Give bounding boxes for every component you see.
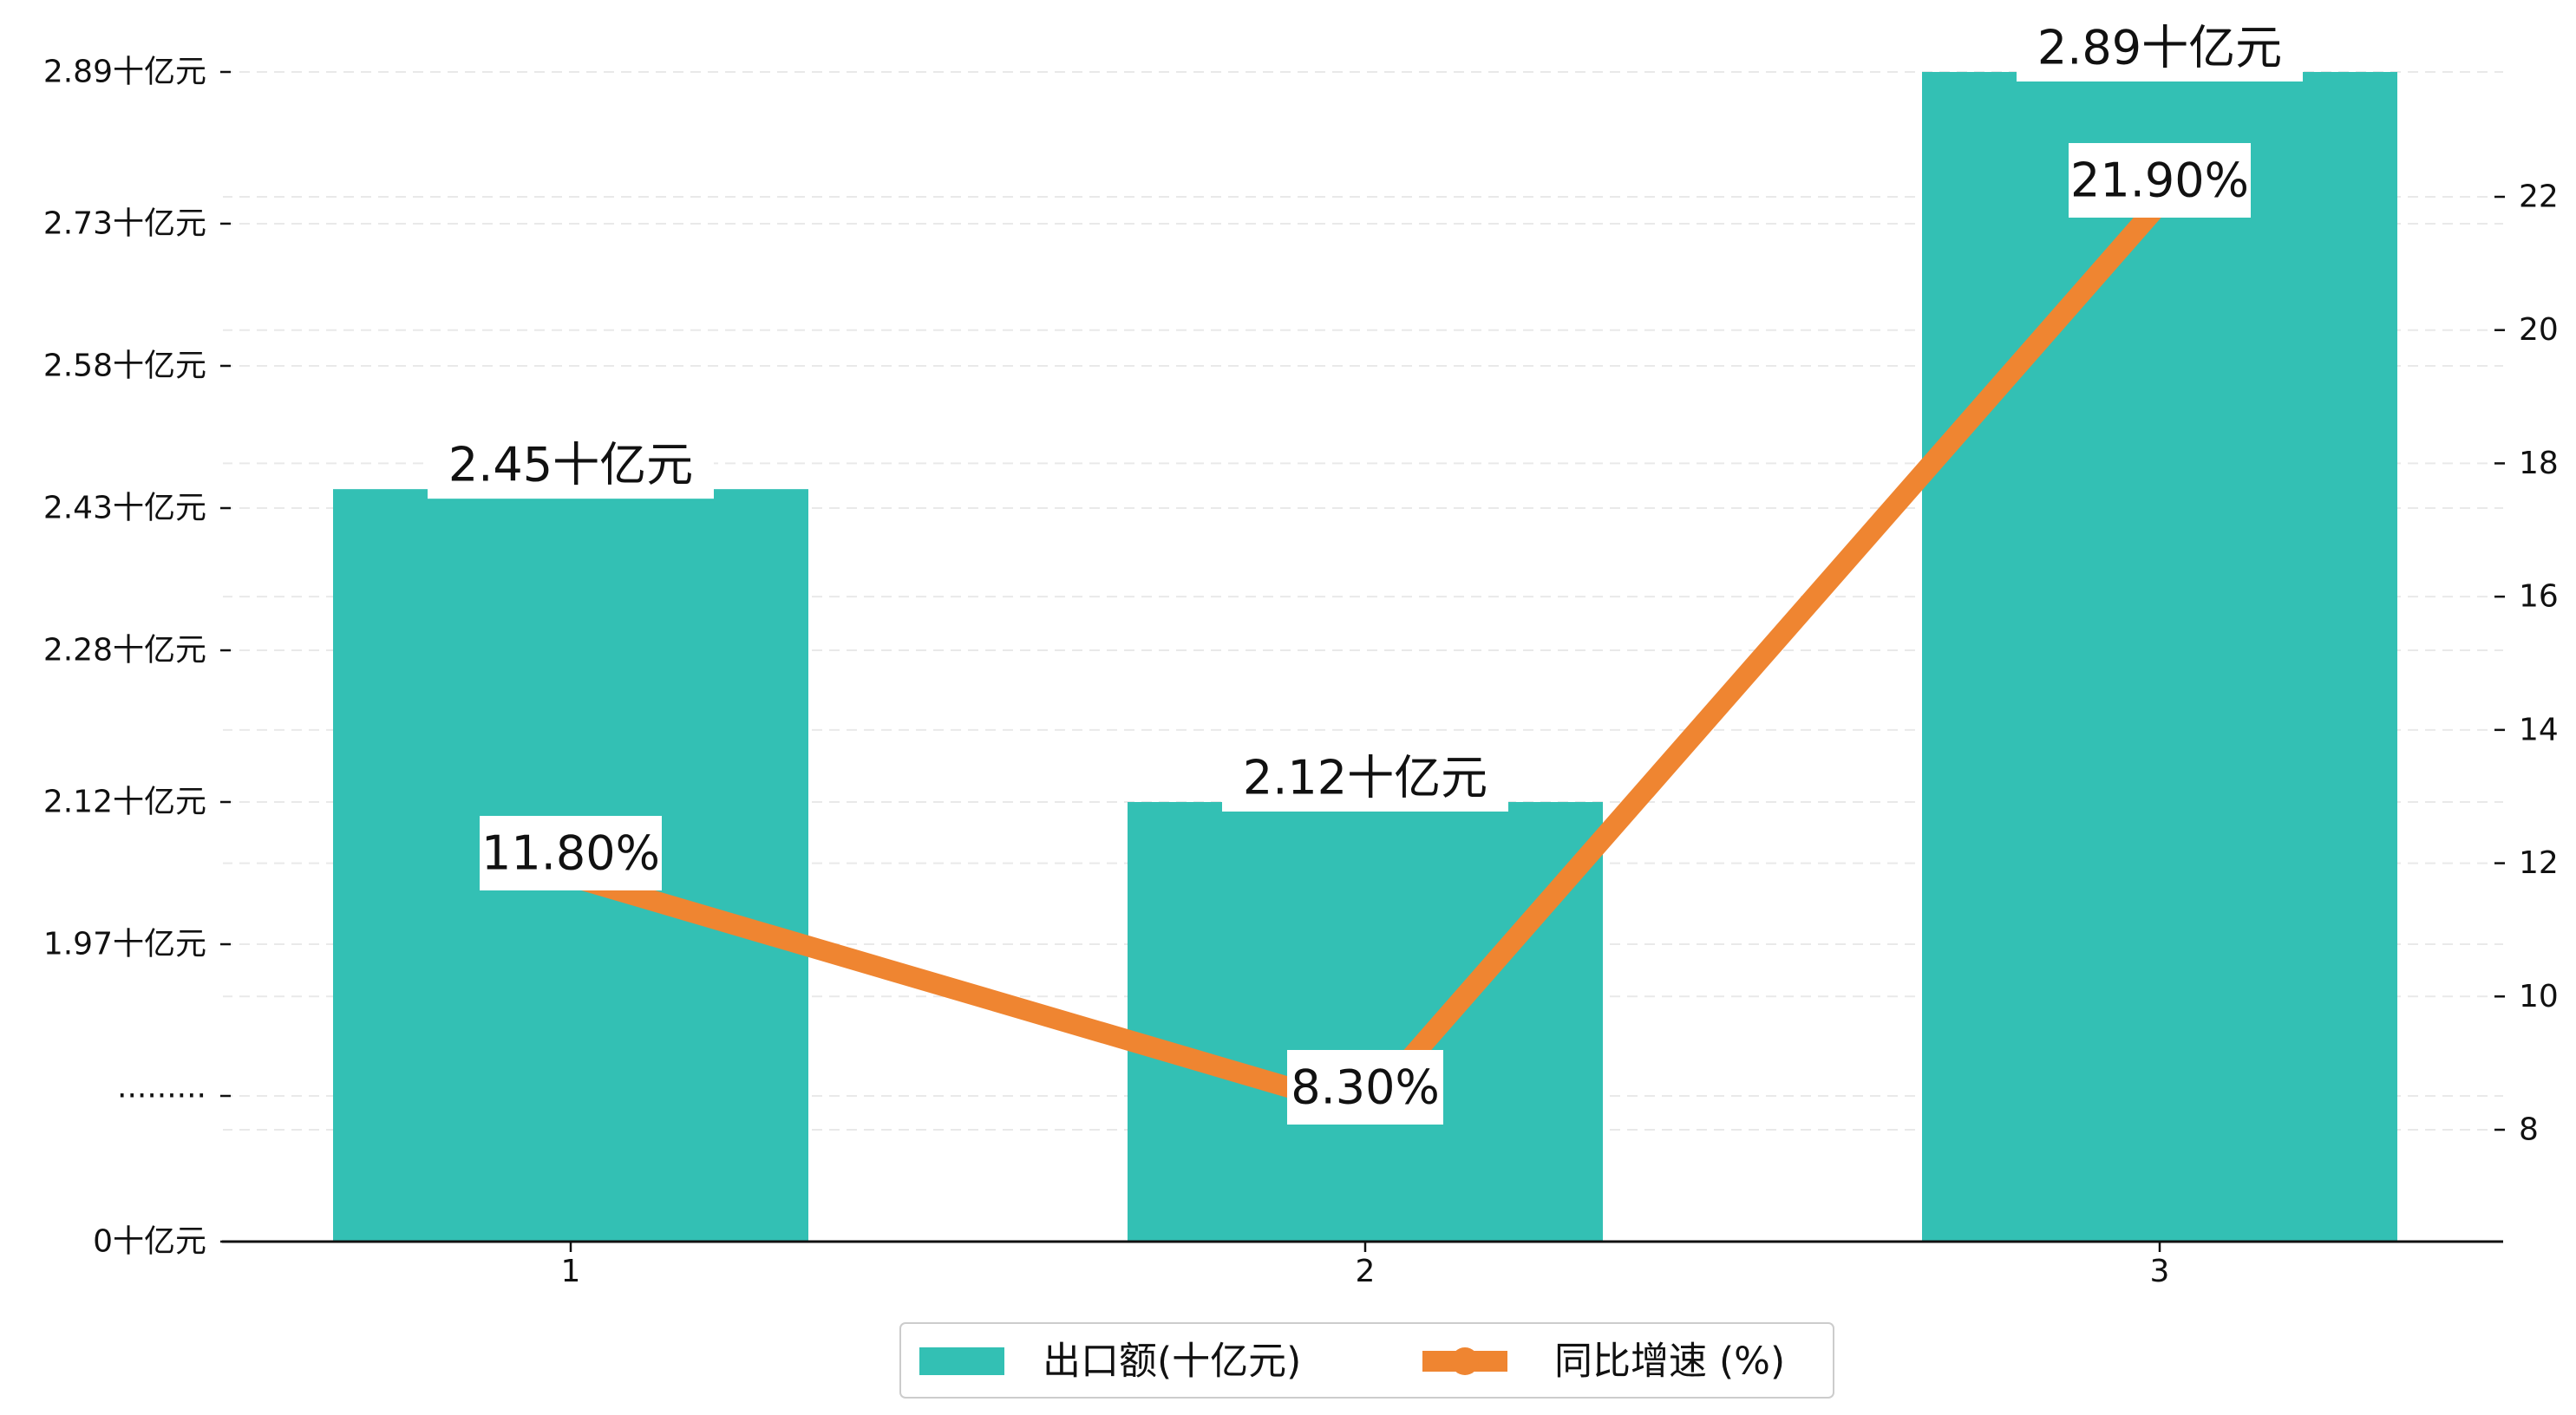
legend: 出口额(十亿元) 同比增速 (%)	[899, 1322, 1834, 1399]
y-left-tick-label: 2.89十亿元	[43, 55, 206, 90]
y-left-tick-label: ·········	[117, 1079, 206, 1114]
growth-value-label: 11.80%	[481, 826, 660, 881]
y-left-tick-label: 1.97十亿元	[43, 927, 206, 962]
y-right-tick-label: 20	[2519, 312, 2559, 348]
growth-value-label-box	[1287, 1050, 1443, 1125]
y-right-tick-label: 22	[2519, 179, 2559, 215]
y-right-tick-label: 8	[2519, 1112, 2539, 1148]
x-tick-label: 2	[1356, 1254, 1376, 1289]
growth-value-label: 21.90%	[2070, 153, 2249, 208]
y-right-tick-label: 16	[2519, 579, 2559, 615]
y-right-tick-label: 18	[2519, 446, 2559, 481]
bar-value-label-box	[1222, 744, 1508, 812]
legend-swatch-marker	[1451, 1347, 1479, 1375]
bar-value-label-box	[2017, 14, 2303, 82]
bar-value-label: 2.89十亿元	[2037, 21, 2282, 75]
x-tick-label: 1	[561, 1254, 581, 1289]
y-left-tick-label: 2.43十亿元	[43, 491, 206, 526]
y-right-tick-label: 12	[2519, 845, 2559, 881]
bar-value-label-box	[428, 431, 714, 499]
bar-value-label: 2.45十亿元	[448, 438, 693, 492]
x-tick-label: 3	[2150, 1254, 2170, 1289]
legend-label-bar: 出口额(十亿元)	[1043, 1340, 1301, 1384]
bar-value-label: 2.12十亿元	[1243, 751, 1487, 805]
y-left-tick-label: 2.12十亿元	[43, 785, 206, 820]
legend-box	[899, 1322, 1834, 1399]
y-left-tick-label: 2.58十亿元	[43, 348, 206, 383]
bar	[1922, 72, 2397, 1242]
growth-value-label-box	[480, 816, 662, 890]
legend-label-line: 同比增速 (%)	[1554, 1340, 1785, 1384]
y-left-tick-label: 2.73十亿元	[43, 205, 206, 241]
legend-swatch-bar	[919, 1347, 1004, 1375]
data-labels: 2.45十亿元 2.12十亿元 2.89十亿元 11.80% 8.30% 21.90%	[428, 14, 2303, 1125]
growth-value-label-box	[2069, 143, 2251, 218]
y-right-tick-label: 14	[2519, 712, 2559, 747]
y-right-tick-label: 10	[2519, 979, 2559, 1014]
growth-value-label: 8.30%	[1291, 1060, 1440, 1115]
axes: 0十亿元 ········· 1.97十亿元 2.12十亿元 2.28十亿元 2.43十亿…	[43, 35, 2559, 1289]
bar-series	[333, 72, 2397, 1242]
y-left-tick-label: 0十亿元	[93, 1224, 206, 1260]
bar	[1128, 802, 1603, 1242]
y-left-tick-label: 2.28十亿元	[43, 633, 206, 668]
